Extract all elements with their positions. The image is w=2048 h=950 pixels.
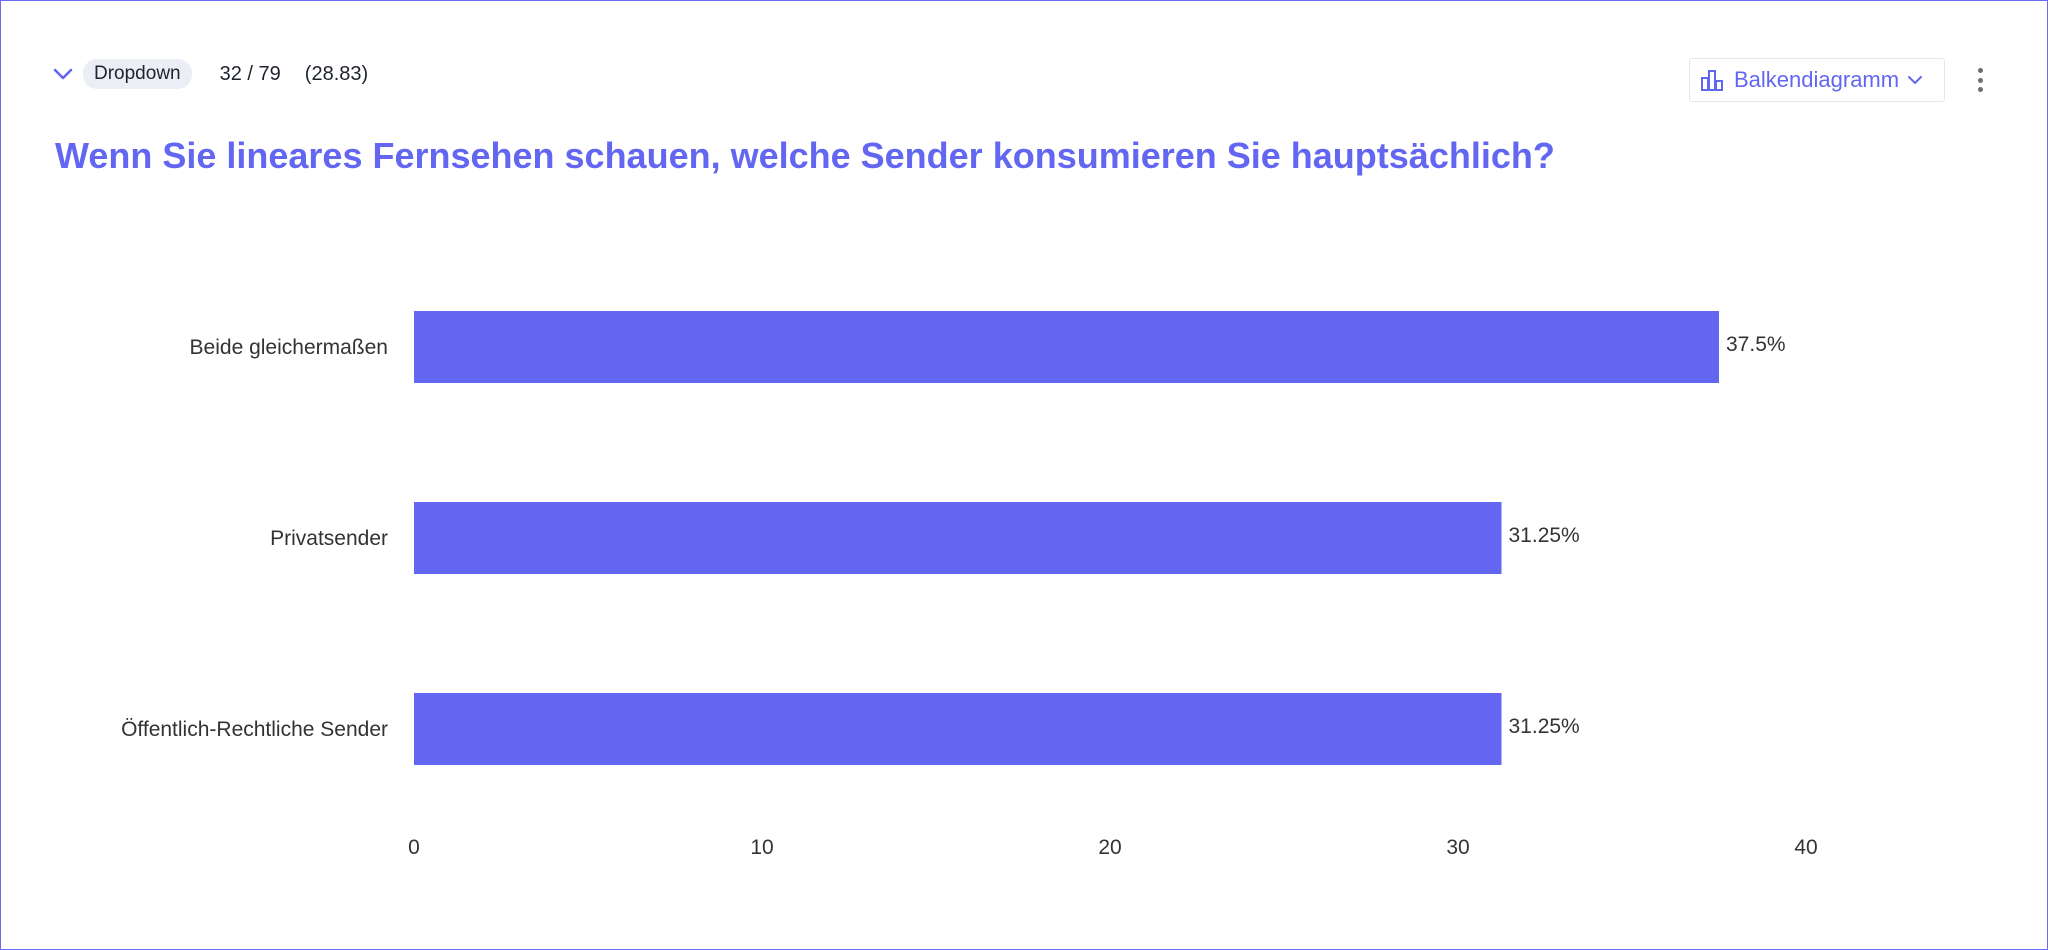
response-rate: (28.83)	[304, 62, 369, 85]
chart-bar	[414, 502, 1502, 574]
x-tick-label: 40	[1794, 836, 1817, 859]
chart-type-label: Balkendiagramm	[1734, 67, 1900, 92]
chart-bar	[414, 693, 1502, 765]
category-label: Öffentlich-Rechtliche Sender	[121, 718, 388, 741]
x-tick-label: 30	[1446, 836, 1469, 859]
question-title: Wenn Sie lineares Fernsehen schauen, wel…	[55, 135, 1555, 176]
question-header: Dropdown 32 / 79 (28.83)	[53, 58, 368, 90]
data-label: 31.25%	[1509, 715, 1580, 738]
question-type-badge: Dropdown	[83, 59, 192, 89]
chevron-down-icon	[1907, 75, 1923, 85]
chevron-down-icon[interactable]	[53, 64, 73, 84]
category-label: Privatsender	[270, 527, 388, 550]
more-options-button[interactable]	[1969, 63, 1991, 97]
chart-type-dropdown[interactable]: Balkendiagramm	[1689, 58, 1945, 102]
response-count: 32 / 79	[219, 62, 281, 85]
x-tick-label: 10	[750, 836, 773, 859]
category-label: Beide gleichermaßen	[190, 336, 388, 359]
chart-bar	[414, 311, 1719, 383]
data-label: 31.25%	[1509, 524, 1580, 547]
x-tick-label: 0	[408, 836, 420, 859]
bar-chart-icon	[1700, 68, 1724, 92]
x-tick-label: 20	[1098, 836, 1121, 859]
data-label: 37.5%	[1726, 333, 1786, 356]
more-vertical-icon	[1977, 68, 1983, 73]
